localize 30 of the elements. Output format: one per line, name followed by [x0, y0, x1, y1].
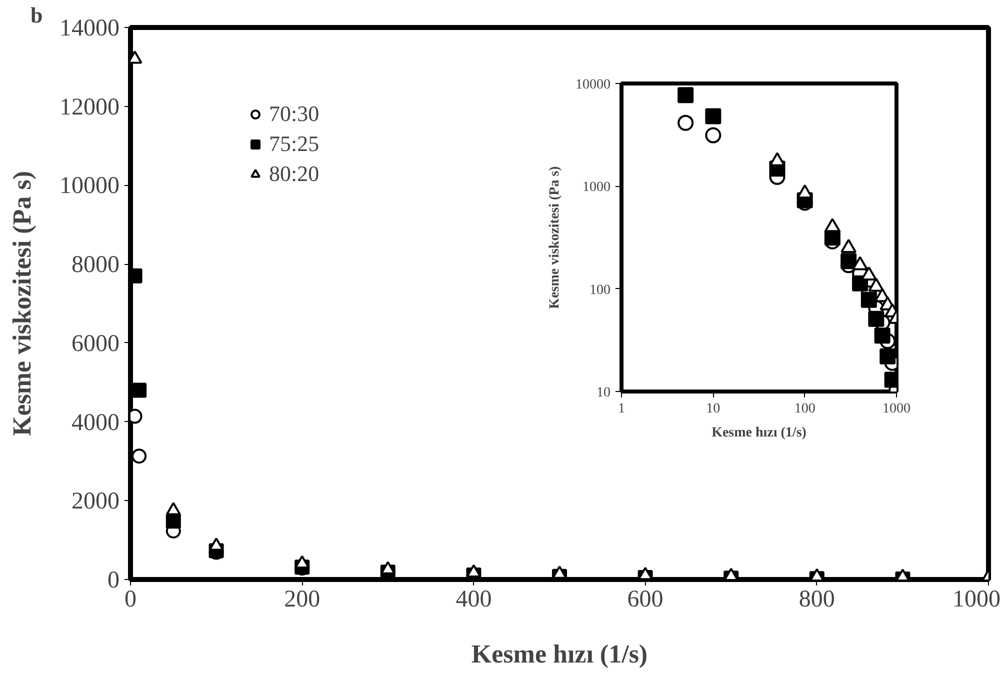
y-tick-label: 10	[596, 386, 610, 400]
y-tick-label: 8000	[72, 252, 120, 278]
y-axis-title: Kesme viskozitesi (Pa s)	[548, 166, 562, 309]
x-tick-label: 800	[798, 586, 835, 612]
y-tick-label: 12000	[60, 94, 120, 120]
x-tick-label: 0	[124, 586, 136, 612]
y-tick-label: 10000	[576, 78, 610, 92]
y-tick-label: 0	[108, 568, 120, 594]
y-tick-label: 4000	[72, 410, 120, 436]
legend-label: 70:30	[269, 101, 320, 127]
x-tick-label: 1000	[882, 402, 910, 416]
x-tick-label: 1	[618, 402, 625, 416]
y-tick-label: 14000	[60, 16, 120, 42]
x-tick-label: 10	[706, 402, 720, 416]
legend-label: 75:25	[269, 131, 320, 157]
x-tick-label: 400	[456, 586, 492, 612]
x-tick-label: 200	[284, 586, 320, 612]
y-tick-label: 10000	[60, 173, 120, 200]
y-tick-label: 100	[590, 282, 610, 298]
y-tick-label: 6000	[72, 330, 120, 357]
x-axis-title: Kesme hızı (1/s)	[712, 426, 807, 440]
x-axis-title: Kesme hızı (1/s)	[471, 640, 648, 668]
x-tick-label: 100	[794, 402, 816, 416]
y-axis-title: Kesme viskozitesi (Pa s)	[8, 170, 36, 436]
x-tick-label: 600	[627, 586, 664, 612]
y-tick-label: 1000	[582, 180, 610, 196]
legend-label: 80:20	[269, 161, 320, 187]
y-tick-label: 2000	[72, 488, 120, 515]
text: b	[30, 2, 43, 28]
x-tick-label: 1000	[952, 586, 1000, 612]
